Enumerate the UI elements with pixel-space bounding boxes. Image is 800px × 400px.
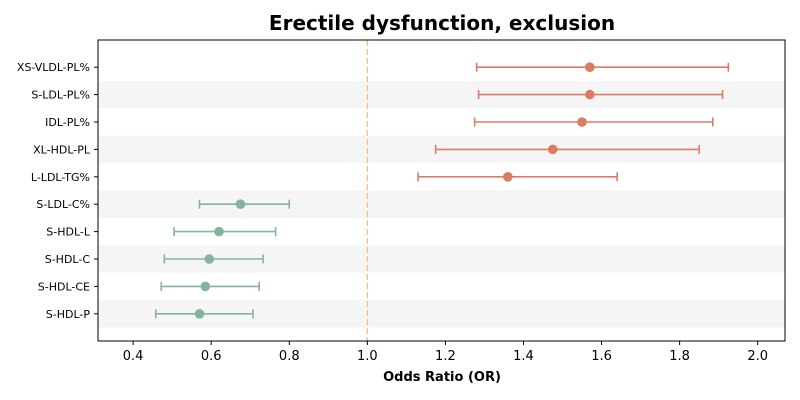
- category-label: XS-VLDL-PL%: [17, 61, 90, 74]
- estimate-row: [198, 199, 291, 209]
- odds-ratio-point: [585, 62, 595, 72]
- plot-frame: [97, 39, 786, 342]
- odds-ratio-point: [503, 172, 513, 182]
- odds-ratio-point: [204, 254, 215, 264]
- x-tick-label: 1.2: [435, 349, 456, 364]
- x-axis-label: Odds Ratio (OR): [383, 370, 501, 385]
- odds-ratio-point: [214, 226, 224, 237]
- estimate-row: [473, 117, 714, 127]
- x-tick-label: 1.8: [669, 349, 690, 364]
- odds-ratio-point: [547, 144, 558, 155]
- category-label: S-HDL-CE: [38, 280, 90, 293]
- x-ticks: 0.4 0.6 0.8 1.0 1.2 1.4 1.6 1.8 2.0: [123, 341, 768, 364]
- estimate-row: [417, 172, 618, 182]
- estimate-marks: [154, 62, 730, 319]
- estimate-row: [160, 281, 261, 292]
- odds-ratio-point: [577, 117, 587, 127]
- estimate-row: [173, 226, 277, 237]
- odds-ratio-point: [585, 89, 595, 100]
- category-label: S-HDL-C: [45, 253, 91, 266]
- category-label: S-HDL-L: [46, 226, 91, 239]
- x-tick-label: 0.8: [279, 349, 300, 364]
- estimate-row: [477, 89, 724, 100]
- estimate-row: [154, 309, 254, 319]
- estimate-row: [475, 62, 730, 72]
- x-tick-label: 0.4: [123, 349, 144, 364]
- odds-ratio-point: [200, 281, 211, 292]
- estimate-row: [434, 144, 700, 155]
- odds-ratio-point: [194, 309, 205, 319]
- category-labels: XS-VLDL-PL% S-LDL-PL% IDL-PL% XL-HDL-PL L-LD…: [17, 61, 98, 321]
- x-tick-label: 1.4: [513, 349, 534, 364]
- odds-ratio-point: [235, 199, 246, 209]
- category-label: S-LDL-PL%: [31, 89, 90, 102]
- chart-title: Erectile dysfunction, exclusion: [269, 11, 615, 35]
- x-tick-label: 1.0: [357, 349, 378, 364]
- category-label: L-LDL-TG%: [31, 171, 90, 184]
- category-label: S-HDL-P: [46, 308, 91, 321]
- x-tick-label: 0.6: [201, 349, 222, 364]
- estimate-row: [163, 254, 264, 264]
- category-label: S-LDL-C%: [36, 198, 90, 211]
- category-label: IDL-PL%: [45, 116, 90, 129]
- x-tick-label: 1.6: [591, 349, 612, 364]
- category-label: XL-HDL-PL: [33, 143, 91, 156]
- x-tick-label: 2.0: [747, 349, 768, 364]
